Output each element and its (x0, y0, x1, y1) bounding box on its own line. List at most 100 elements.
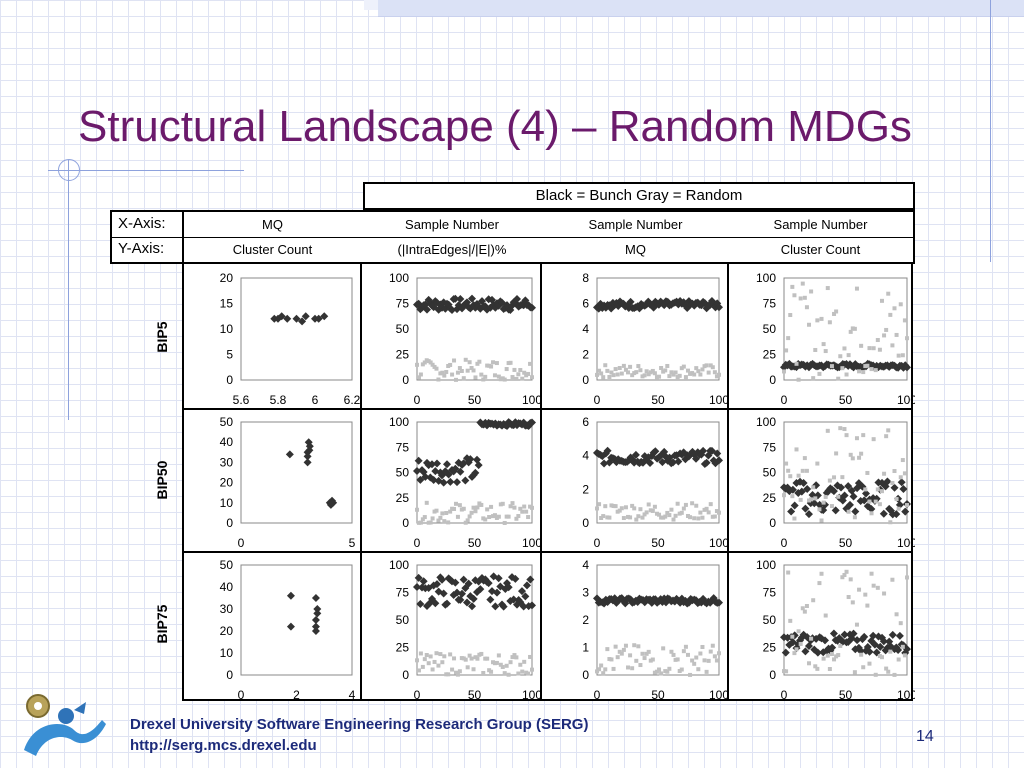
data-point (471, 667, 476, 672)
data-point (700, 299, 709, 308)
data-point (504, 663, 509, 668)
data-point (526, 575, 535, 584)
data-point (504, 367, 509, 372)
data-point (873, 368, 878, 373)
data-point (286, 622, 295, 631)
data-point (632, 371, 637, 376)
data-point (804, 468, 809, 473)
data-point (619, 506, 624, 511)
data-point (640, 515, 645, 520)
y-axis-row: Y-Axis: Cluster Count (|IntraEdges|/|E|)… (112, 237, 913, 262)
data-point (809, 289, 814, 294)
data-point (694, 366, 699, 371)
data-point (465, 368, 470, 373)
data-point (813, 648, 822, 657)
x-tick-label: 50 (839, 536, 853, 550)
scatter-plot-bip50-2: 6 4 2 00 50 100 (582, 415, 727, 550)
data-point (476, 585, 485, 594)
data-point (698, 372, 703, 377)
y-tick-label: 25 (396, 641, 410, 655)
data-point (466, 592, 475, 601)
data-point (632, 506, 637, 511)
data-point (516, 514, 521, 519)
data-point (496, 514, 501, 519)
data-point (642, 373, 647, 378)
data-point (469, 594, 478, 603)
data-point (840, 491, 849, 500)
data-point (859, 343, 864, 348)
data-point (846, 353, 851, 358)
scatter-plot-bip5-3: 100 75 50 25 00 50 100 (756, 271, 915, 407)
data-point (522, 504, 527, 509)
data-point (832, 657, 837, 662)
data-point (456, 294, 465, 303)
slide-title: Structural Landscape (4) – Random MDGs (78, 102, 912, 151)
data-point (424, 653, 429, 658)
data-point (521, 592, 530, 601)
y-tick-label: 0 (769, 668, 776, 682)
data-point (485, 507, 490, 512)
data-point (667, 666, 672, 671)
data-point (869, 511, 874, 516)
data-point (804, 305, 809, 310)
decor-line-left (68, 160, 69, 420)
data-point (453, 478, 461, 487)
data-point (617, 508, 622, 513)
data-point (700, 367, 705, 372)
data-point (869, 367, 874, 372)
y-tick-label: 6 (582, 415, 589, 429)
data-point (597, 667, 602, 672)
data-point (605, 515, 610, 520)
y-tick-label: 50 (396, 322, 410, 336)
x-tick-label: 0 (594, 393, 601, 407)
data-point (685, 513, 690, 518)
data-point (630, 666, 635, 671)
data-point (690, 301, 699, 310)
data-point (873, 499, 878, 504)
data-point (603, 667, 608, 672)
x-tick-label: 100 (522, 393, 540, 407)
data-point (650, 657, 655, 662)
y-tick-label: 75 (763, 586, 777, 600)
data-point (528, 303, 536, 312)
data-point (792, 293, 797, 298)
data-point (416, 600, 425, 609)
data-point (634, 370, 639, 375)
data-point (898, 302, 903, 307)
data-point (813, 496, 818, 501)
data-point (853, 636, 862, 645)
x-tick-label: 6 (312, 393, 319, 407)
data-point (466, 455, 475, 464)
x-tick-label: 50 (839, 393, 853, 407)
data-point (849, 492, 858, 501)
data-point (635, 304, 644, 313)
data-point (473, 509, 478, 514)
data-point (875, 338, 880, 343)
data-point (524, 602, 533, 611)
data-point (595, 372, 599, 377)
data-point (879, 655, 884, 660)
data-point (416, 668, 421, 673)
data-point (817, 634, 826, 643)
data-point (846, 595, 851, 600)
data-point (654, 511, 659, 516)
data-point (594, 304, 603, 313)
data-point (848, 577, 853, 582)
data-point (708, 502, 713, 507)
data-point (320, 312, 329, 321)
data-point (605, 458, 614, 467)
data-point (636, 644, 641, 649)
data-point (785, 359, 794, 368)
data-point (617, 366, 622, 371)
footer-url[interactable]: http://serg.mcs.drexel.edu (130, 737, 317, 754)
data-point (522, 370, 527, 375)
data-point (800, 281, 805, 286)
data-point (461, 506, 466, 511)
data-point (829, 629, 838, 638)
data-point (782, 493, 786, 498)
data-point (438, 575, 446, 584)
data-point (708, 363, 713, 368)
data-point (615, 372, 620, 377)
data-point (886, 669, 891, 674)
data-point (681, 506, 686, 511)
